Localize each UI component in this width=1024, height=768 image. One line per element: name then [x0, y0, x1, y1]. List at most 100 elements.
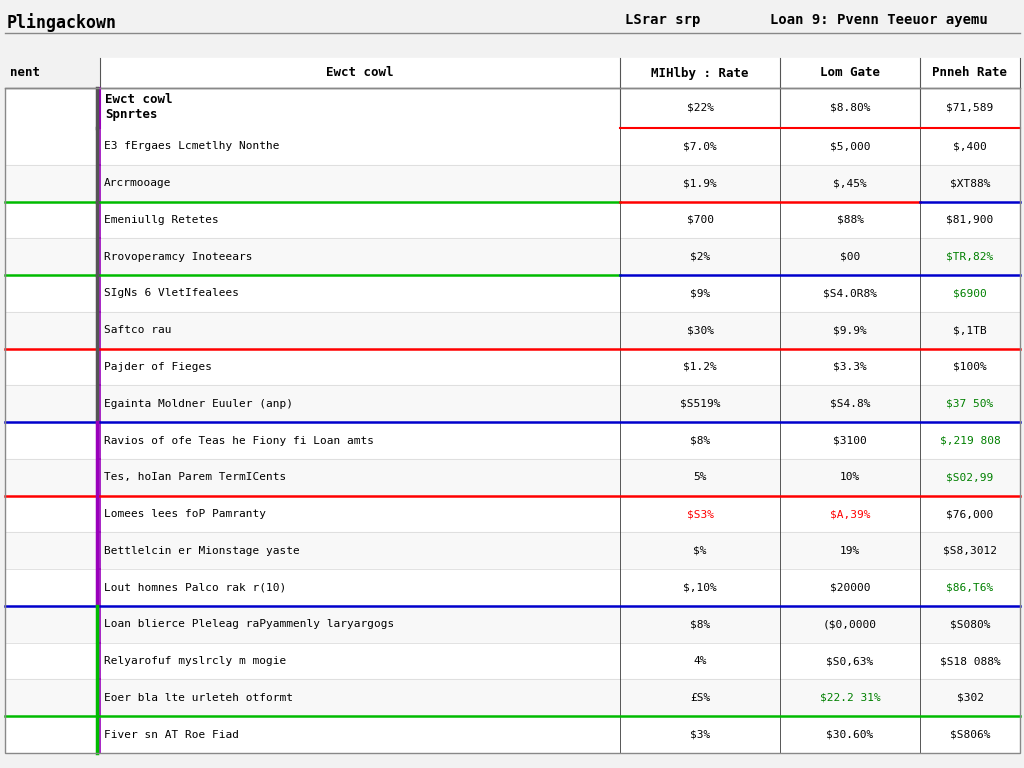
Text: $9.9%: $9.9% — [834, 325, 867, 335]
Text: $%: $% — [693, 546, 707, 556]
Text: $88%: $88% — [837, 215, 863, 225]
Text: 10%: 10% — [840, 472, 860, 482]
Text: $S02,99: $S02,99 — [946, 472, 993, 482]
Text: $71,589: $71,589 — [946, 103, 993, 113]
Text: Emeniullg Retetes: Emeniullg Retetes — [104, 215, 219, 225]
Text: $700: $700 — [686, 215, 714, 225]
Bar — [100, 58, 1020, 88]
Text: Fiver sn AT Roe Fiad: Fiver sn AT Roe Fiad — [104, 730, 239, 740]
Text: Egainta Moldner Euuler (anp): Egainta Moldner Euuler (anp) — [104, 399, 293, 409]
Text: $30%: $30% — [686, 325, 714, 335]
Text: $37 50%: $37 50% — [946, 399, 993, 409]
Text: $S4.8%: $S4.8% — [829, 399, 870, 409]
Text: $22%: $22% — [686, 103, 714, 113]
Bar — [5, 312, 1020, 349]
Text: $TR,82%: $TR,82% — [946, 252, 993, 262]
Text: Ewct cowl: Ewct cowl — [105, 93, 172, 106]
Text: 19%: 19% — [840, 546, 860, 556]
Text: $76,000: $76,000 — [946, 509, 993, 519]
Text: $S18 088%: $S18 088% — [940, 656, 1000, 666]
Text: $S080%: $S080% — [949, 619, 990, 629]
Text: $S519%: $S519% — [680, 399, 720, 409]
Text: Lomees lees foP Pamranty: Lomees lees foP Pamranty — [104, 509, 266, 519]
Text: $,219 808: $,219 808 — [940, 435, 1000, 445]
Text: $8%: $8% — [690, 435, 710, 445]
Text: £S%: £S% — [690, 693, 710, 703]
Text: nent: nent — [10, 67, 40, 80]
Text: $8.80%: $8.80% — [829, 103, 870, 113]
Bar — [5, 643, 1020, 680]
Text: Eoer bla lte urleteh otformt: Eoer bla lte urleteh otformt — [104, 693, 293, 703]
Text: $1.9%: $1.9% — [683, 178, 717, 188]
Bar — [5, 165, 1020, 201]
Text: Ewct cowl: Ewct cowl — [327, 67, 394, 80]
Text: Plingackown: Plingackown — [7, 13, 117, 32]
Text: Lout homnes Palco rak r(10): Lout homnes Palco rak r(10) — [104, 583, 287, 593]
Text: SIgNs 6 VletIfealees: SIgNs 6 VletIfealees — [104, 289, 239, 299]
Bar — [5, 238, 1020, 275]
Bar — [5, 680, 1020, 717]
Text: 4%: 4% — [693, 656, 707, 666]
Text: $XT88%: $XT88% — [949, 178, 990, 188]
Text: $30.60%: $30.60% — [826, 730, 873, 740]
Bar — [5, 495, 1020, 532]
Text: $3.3%: $3.3% — [834, 362, 867, 372]
Bar — [5, 532, 1020, 569]
Bar — [5, 386, 1020, 422]
Text: Tes, hoIan Parem TermICents: Tes, hoIan Parem TermICents — [104, 472, 287, 482]
Bar — [5, 569, 1020, 606]
Text: Pajder of Fieges: Pajder of Fieges — [104, 362, 212, 372]
Bar — [5, 349, 1020, 386]
Text: $3%: $3% — [690, 730, 710, 740]
Text: Spnrtes: Spnrtes — [105, 108, 158, 121]
Text: $86,T6%: $86,T6% — [946, 583, 993, 593]
Text: $,400: $,400 — [953, 141, 987, 151]
Text: Lom Gate: Lom Gate — [820, 67, 880, 80]
Bar — [5, 88, 1020, 753]
Text: Loan blierce Pleleag raPyammenly laryargogs: Loan blierce Pleleag raPyammenly laryarg… — [104, 619, 394, 629]
Text: Rrovoperamcy Inoteears: Rrovoperamcy Inoteears — [104, 252, 253, 262]
Text: $20000: $20000 — [829, 583, 870, 593]
Text: 5%: 5% — [693, 472, 707, 482]
Text: Relyarofuf myslrcly m mogie: Relyarofuf myslrcly m mogie — [104, 656, 287, 666]
Text: $A,39%: $A,39% — [829, 509, 870, 519]
Bar — [5, 717, 1020, 753]
Bar — [5, 88, 1020, 128]
Text: Bettlelcin er Mionstage yaste: Bettlelcin er Mionstage yaste — [104, 546, 300, 556]
Text: $1.2%: $1.2% — [683, 362, 717, 372]
Text: $S4.0R8%: $S4.0R8% — [823, 289, 877, 299]
Text: MIHlby : Rate: MIHlby : Rate — [651, 67, 749, 80]
Text: LSrar srp: LSrar srp — [625, 13, 700, 27]
Text: $5,000: $5,000 — [829, 141, 870, 151]
Bar — [5, 422, 1020, 459]
Bar — [5, 459, 1020, 495]
Text: $,1TB: $,1TB — [953, 325, 987, 335]
Text: $S3%: $S3% — [686, 509, 714, 519]
Text: $22.2 31%: $22.2 31% — [819, 693, 881, 703]
Text: $6900: $6900 — [953, 289, 987, 299]
Text: $,10%: $,10% — [683, 583, 717, 593]
Bar — [5, 275, 1020, 312]
Text: Arcrmooage: Arcrmooage — [104, 178, 171, 188]
Text: $00: $00 — [840, 252, 860, 262]
Text: $3100: $3100 — [834, 435, 867, 445]
Text: $2%: $2% — [690, 252, 710, 262]
Text: Loan 9: Pvenn Teeuor ayemu: Loan 9: Pvenn Teeuor ayemu — [770, 13, 988, 27]
Bar — [5, 606, 1020, 643]
Text: $9%: $9% — [690, 289, 710, 299]
Text: $,45%: $,45% — [834, 178, 867, 188]
Text: $8%: $8% — [690, 619, 710, 629]
Text: ($0,0000: ($0,0000 — [823, 619, 877, 629]
Text: Pnneh Rate: Pnneh Rate — [933, 67, 1008, 80]
Bar — [5, 201, 1020, 238]
Bar — [5, 128, 1020, 165]
Text: $S806%: $S806% — [949, 730, 990, 740]
Text: Ravios of ofe Teas he Fiony fi Loan amts: Ravios of ofe Teas he Fiony fi Loan amts — [104, 435, 374, 445]
Text: E3 fErgaes Lcmetlhy Nonthe: E3 fErgaes Lcmetlhy Nonthe — [104, 141, 280, 151]
Text: $100%: $100% — [953, 362, 987, 372]
Text: $S8,3012: $S8,3012 — [943, 546, 997, 556]
Text: Saftco rau: Saftco rau — [104, 325, 171, 335]
Text: $302: $302 — [956, 693, 983, 703]
Text: $7.0%: $7.0% — [683, 141, 717, 151]
Text: $S0,63%: $S0,63% — [826, 656, 873, 666]
